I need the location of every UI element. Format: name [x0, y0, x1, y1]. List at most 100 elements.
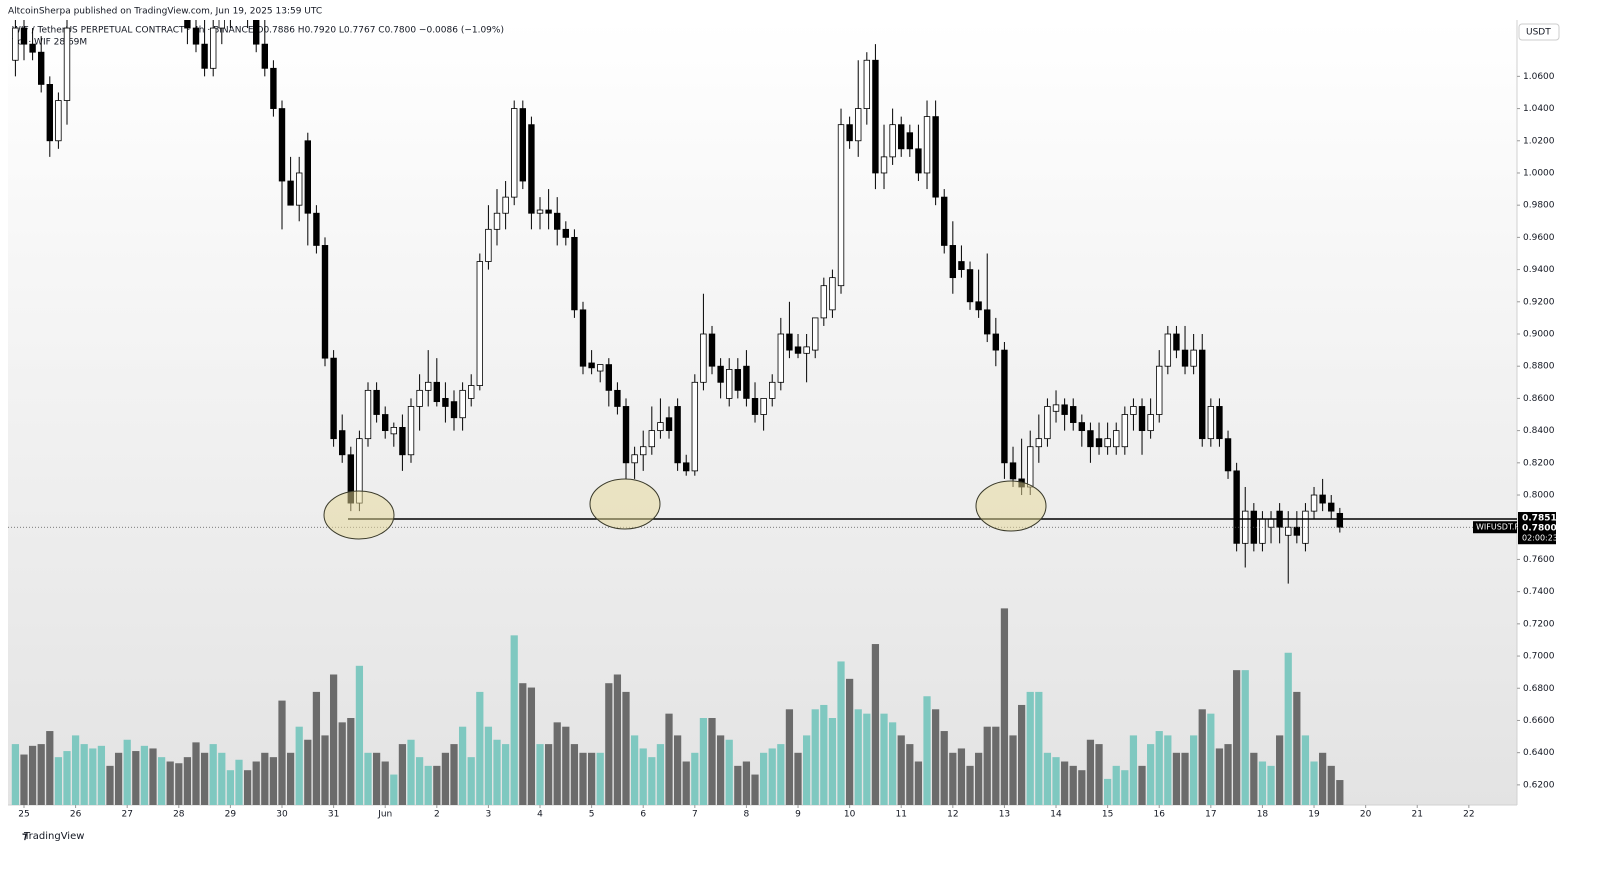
volume-bar — [11, 744, 20, 805]
candle-body — [855, 108, 862, 142]
candle-body — [468, 385, 475, 399]
candle-body — [425, 381, 432, 391]
candle-body — [416, 389, 423, 407]
volume-bar — [80, 744, 88, 805]
volume-bar — [1327, 765, 1335, 805]
volume-bar — [20, 754, 28, 805]
volume-bar — [1026, 691, 1034, 805]
volume-bar — [1104, 778, 1112, 805]
y-tick-label: 0.6200 — [1523, 780, 1555, 790]
candle-body — [407, 406, 415, 456]
x-tick-label: 20 — [1360, 810, 1372, 820]
volume-bar — [828, 718, 837, 805]
candle-body — [63, 27, 71, 101]
volume-bar — [424, 765, 432, 805]
candle-body — [562, 228, 570, 238]
candle-body — [683, 462, 690, 472]
volume-bar — [544, 744, 553, 805]
y-tick-label: 0.7600 — [1523, 555, 1555, 565]
x-tick-label: 2 — [434, 810, 440, 820]
volume-bar — [1069, 765, 1077, 805]
candle-body — [1302, 510, 1309, 544]
volume-bar — [674, 735, 682, 805]
volume-bar — [355, 665, 364, 805]
candle-body — [1259, 518, 1266, 544]
volume-bar — [536, 744, 544, 805]
volume-bar — [613, 674, 622, 805]
candle-body — [278, 108, 286, 182]
volume-bar — [682, 761, 690, 805]
candle-body — [837, 124, 845, 287]
volume-bar — [441, 752, 450, 805]
currency[interactable]: USDT — [1526, 28, 1551, 38]
volume-bar — [1164, 735, 1172, 805]
candle-body — [545, 209, 552, 214]
candle-body — [493, 212, 501, 230]
candle-body — [1267, 518, 1275, 528]
candle-body — [382, 414, 389, 432]
candle-body — [571, 236, 578, 311]
candle-body — [743, 365, 750, 399]
candle-body — [1113, 430, 1120, 448]
candle-body — [949, 245, 957, 279]
currency-box[interactable] — [1518, 23, 1560, 41]
volume-bar — [785, 709, 794, 805]
plot — [8, 20, 1517, 805]
volume-bar — [1061, 761, 1069, 805]
volume-bar — [46, 731, 54, 805]
candle-body — [1001, 349, 1008, 464]
x-tick-label: 26 — [70, 810, 82, 820]
x-tick-label: 5 — [589, 810, 595, 820]
volume-bar — [1224, 744, 1232, 805]
candle-body — [906, 132, 914, 150]
candle-body — [192, 27, 200, 45]
volume-bar — [992, 726, 1000, 805]
volume-bar — [140, 745, 149, 805]
volume-bar — [725, 739, 733, 805]
candle-body — [55, 100, 62, 142]
candle-body — [218, 20, 225, 29]
candle-body — [1164, 333, 1172, 367]
y-tick-label: 1.0200 — [1523, 136, 1555, 146]
x-tick-label: 27 — [121, 810, 132, 820]
volume-bar — [923, 696, 931, 805]
volume-bar — [1112, 765, 1120, 805]
candle-body — [313, 212, 320, 246]
volume-bar — [966, 765, 974, 805]
y-tick-label: 0.8600 — [1523, 394, 1555, 404]
x-tick-label: 6 — [640, 810, 646, 820]
candle-body — [923, 116, 931, 174]
candle-body — [803, 346, 810, 354]
candle-body — [984, 309, 991, 335]
candle-body — [20, 27, 28, 45]
volume-bar — [1336, 780, 1344, 805]
volume-bar — [648, 757, 656, 805]
candle-body — [820, 285, 828, 319]
volume-bar — [605, 683, 613, 805]
x-tick-label: 4 — [537, 810, 543, 820]
volume-bar — [777, 744, 785, 805]
volume-bar — [269, 757, 278, 805]
x-tick-label: 18 — [1257, 810, 1269, 820]
candle-body — [1130, 406, 1137, 415]
volume-bar — [854, 709, 862, 805]
y-tick-label: 0.7200 — [1523, 619, 1555, 629]
candle-body — [1190, 349, 1197, 367]
volume-bar — [957, 748, 966, 805]
volume-bar — [837, 661, 845, 805]
volume-bar — [846, 678, 854, 805]
candle-body — [304, 140, 311, 214]
candle-body — [1070, 406, 1077, 423]
candle-body — [1242, 510, 1249, 544]
volume-bar — [1267, 765, 1275, 805]
volume-bar — [192, 742, 200, 805]
volume-bar — [889, 722, 897, 805]
volume-bar — [123, 739, 131, 805]
candle-body — [476, 261, 484, 386]
volume-bar — [1155, 731, 1163, 805]
volume-bar — [519, 683, 527, 805]
y-tick-label: 0.8800 — [1523, 362, 1555, 372]
volume-bar — [476, 691, 484, 805]
volume-bar — [708, 718, 716, 805]
candle-body — [296, 172, 303, 206]
